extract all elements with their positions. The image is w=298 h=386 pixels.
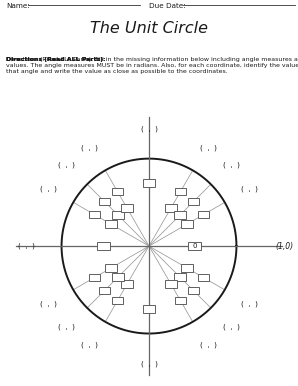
Text: Due Date:: Due Date: — [149, 3, 186, 9]
Bar — [174, 273, 186, 281]
Bar — [112, 297, 123, 304]
Bar — [105, 264, 117, 272]
Text: 0: 0 — [192, 243, 197, 249]
Text: Directions (Read ALL Parts):: Directions (Read ALL Parts): — [6, 58, 105, 62]
Text: (  ,  ): ( , ) — [241, 185, 258, 191]
Bar — [99, 287, 110, 294]
Bar — [181, 220, 193, 228]
Text: (  ,  ): ( , ) — [81, 144, 98, 151]
Text: (  ,  ): ( , ) — [58, 162, 75, 168]
Text: (  ,  ): ( , ) — [200, 342, 217, 348]
Bar — [198, 274, 209, 281]
Text: (  ,  ): ( , ) — [141, 125, 157, 132]
Text: (  ,  ): ( , ) — [58, 324, 75, 330]
Bar — [122, 205, 133, 212]
Text: (  ,  ): ( , ) — [81, 342, 98, 348]
Bar — [122, 280, 133, 288]
Text: The Unit Circle: The Unit Circle — [90, 21, 208, 36]
Bar — [99, 198, 110, 205]
Bar — [181, 264, 193, 272]
Bar — [112, 273, 124, 281]
Text: (  ,  ): ( , ) — [141, 360, 157, 367]
Bar — [143, 179, 155, 187]
Bar — [143, 305, 155, 313]
Bar — [112, 212, 124, 219]
Bar — [97, 242, 110, 250]
Bar — [188, 242, 201, 250]
Text: (  ,  ): ( , ) — [241, 301, 258, 307]
Bar — [174, 212, 186, 219]
Bar — [89, 211, 100, 218]
Bar — [105, 220, 117, 228]
Text: (  ,  ): ( , ) — [40, 301, 57, 307]
Text: Directions (Read ALL Parts):: Directions (Read ALL Parts): — [6, 58, 105, 62]
Bar — [175, 188, 186, 195]
Bar — [165, 205, 176, 212]
Text: (1,0): (1,0) — [276, 242, 294, 251]
Text: Directions (Read ALL Parts): Fill in the missing information below including ang: Directions (Read ALL Parts): Fill in the… — [6, 58, 298, 74]
Bar — [165, 280, 176, 288]
Bar — [175, 297, 186, 304]
Bar — [188, 198, 199, 205]
Bar — [89, 274, 100, 281]
Bar — [198, 211, 209, 218]
Bar — [188, 287, 199, 294]
Text: (  ,  ): ( , ) — [223, 324, 240, 330]
Text: (  ,  ): ( , ) — [18, 243, 35, 249]
Text: (  ,  ): ( , ) — [223, 162, 240, 168]
Bar — [112, 188, 123, 195]
Text: (  ,  ): ( , ) — [200, 144, 217, 151]
Text: (  ,  ): ( , ) — [40, 185, 57, 191]
Text: Name:: Name: — [6, 3, 30, 9]
